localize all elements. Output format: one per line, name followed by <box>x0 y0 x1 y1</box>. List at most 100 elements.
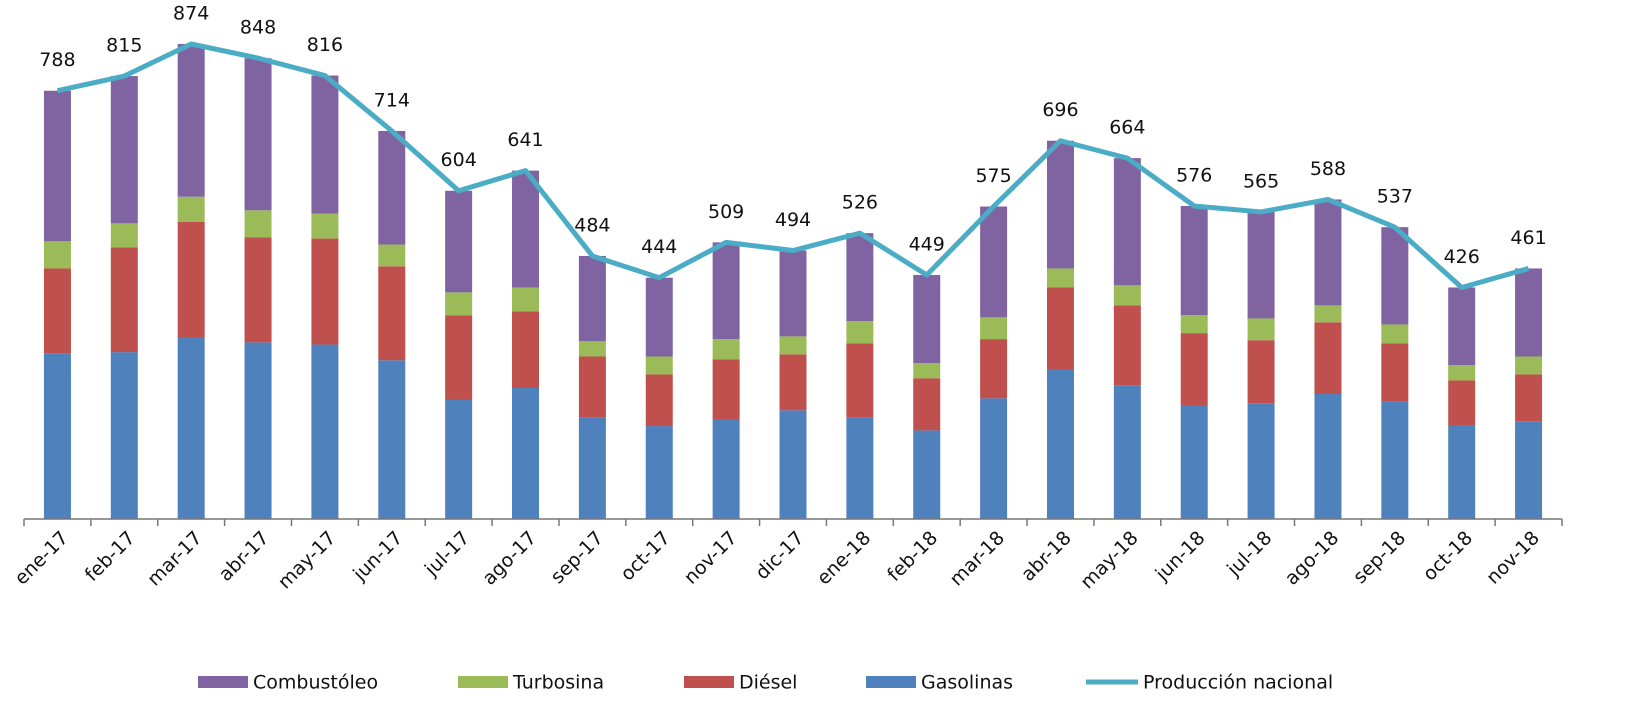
x-tick-label: jun-17 <box>348 527 407 586</box>
bar-segment <box>1314 394 1342 519</box>
bar-segment <box>244 210 272 238</box>
data-label: 444 <box>641 236 677 258</box>
x-tick-label: nov-18 <box>1482 527 1544 589</box>
bar-segment <box>645 277 673 357</box>
bar-segment <box>846 233 874 322</box>
legend-label: Producción nacional <box>1143 672 1333 694</box>
bar-segment <box>913 430 941 519</box>
bar-segment <box>378 266 406 361</box>
bar-segment <box>311 344 339 519</box>
x-tick-label: abr-18 <box>1017 527 1076 586</box>
bar-segment <box>1113 305 1141 386</box>
bar-segment <box>779 250 807 337</box>
x-tick-label: jul-18 <box>1222 527 1276 581</box>
bar-segment <box>177 44 205 197</box>
x-tick-label: jun-18 <box>1151 527 1210 586</box>
x-tick-label: may-18 <box>1076 527 1143 594</box>
bar-segment <box>1515 374 1543 422</box>
legend-label: Diésel <box>739 672 797 694</box>
x-tick-label: nov-17 <box>680 527 742 589</box>
bar-segment <box>378 244 406 267</box>
bar-segment <box>244 237 272 343</box>
bar-segment <box>1046 287 1074 369</box>
bar-segment <box>1381 324 1409 344</box>
bar-segment <box>578 356 606 418</box>
data-label: 641 <box>507 129 543 151</box>
bar-segment <box>378 130 406 245</box>
bar-segment <box>645 426 673 519</box>
bar-segment <box>1180 205 1208 316</box>
bar-segment <box>578 417 606 519</box>
bar-segment <box>311 75 339 214</box>
bar-segment <box>1381 343 1409 402</box>
data-label: 576 <box>1176 164 1212 186</box>
bar-segment <box>913 274 941 364</box>
bar-segment <box>1180 405 1208 519</box>
bar-segment <box>1381 401 1409 519</box>
x-tick-label: oct-17 <box>616 527 674 585</box>
bar-segment <box>1180 315 1208 334</box>
bar-segment <box>1448 380 1476 425</box>
x-tick-label: ene-17 <box>10 527 73 590</box>
bar-segment <box>779 354 807 411</box>
legend-swatch <box>866 676 916 688</box>
data-label: 788 <box>39 49 75 71</box>
bar-segment <box>43 268 71 354</box>
bar-segment <box>244 58 272 211</box>
bar-segment <box>177 196 205 222</box>
bar-segment <box>578 255 606 342</box>
legend-label: Combustóleo <box>253 672 378 694</box>
x-tick-label: ago-18 <box>1281 527 1344 590</box>
x-tick-label: feb-17 <box>81 527 140 586</box>
bar-segment <box>712 359 740 419</box>
bar-segment <box>1113 385 1141 519</box>
x-tick-label: ago-17 <box>478 527 541 590</box>
bar-segment <box>645 356 673 375</box>
bar-segment <box>1314 199 1342 306</box>
bar-segment <box>311 238 339 345</box>
bar-segment <box>1381 227 1409 325</box>
x-tick-label: oct-18 <box>1419 527 1477 585</box>
bar-segment <box>445 315 473 400</box>
legend-label: Gasolinas <box>921 672 1013 694</box>
data-label: 588 <box>1310 158 1346 180</box>
bar-segment <box>110 76 138 224</box>
x-tick-label: mar-18 <box>946 527 1009 590</box>
bar-segment <box>110 247 138 353</box>
bar-segment <box>1046 140 1074 269</box>
bar-segment <box>512 311 540 389</box>
bar-segment <box>445 292 473 316</box>
legend-swatch <box>684 676 734 688</box>
bar-segment <box>43 241 71 269</box>
x-tick-label: may-17 <box>274 527 341 594</box>
bar-segment <box>578 341 606 357</box>
bar-segment <box>645 374 673 427</box>
bar-segment <box>1515 356 1543 375</box>
data-label: 664 <box>1109 117 1145 139</box>
bar-segment <box>1515 421 1543 519</box>
bar-segment <box>1180 333 1208 406</box>
data-label: 565 <box>1243 170 1279 192</box>
bar-segment <box>1113 158 1141 286</box>
bar-segment <box>913 378 941 431</box>
bar-segment <box>311 213 339 239</box>
data-label: 449 <box>909 233 945 255</box>
bar-segment <box>378 360 406 519</box>
bar-segment <box>712 419 740 519</box>
bar-segment <box>1314 305 1342 323</box>
bar-segment <box>1247 211 1275 319</box>
bar-segment <box>177 337 205 519</box>
bar-segment <box>445 190 473 293</box>
bar-segment <box>512 388 540 519</box>
bar-segment <box>980 317 1008 340</box>
bar-segment <box>177 221 205 338</box>
data-label: 494 <box>775 209 811 231</box>
x-tick-label: feb-18 <box>883 527 942 586</box>
data-label: 509 <box>708 201 744 223</box>
bar-segment <box>1448 424 1476 519</box>
data-label: 537 <box>1377 186 1413 208</box>
data-label: 604 <box>441 149 477 171</box>
bar-segment <box>980 339 1008 399</box>
data-label: 816 <box>307 34 343 56</box>
